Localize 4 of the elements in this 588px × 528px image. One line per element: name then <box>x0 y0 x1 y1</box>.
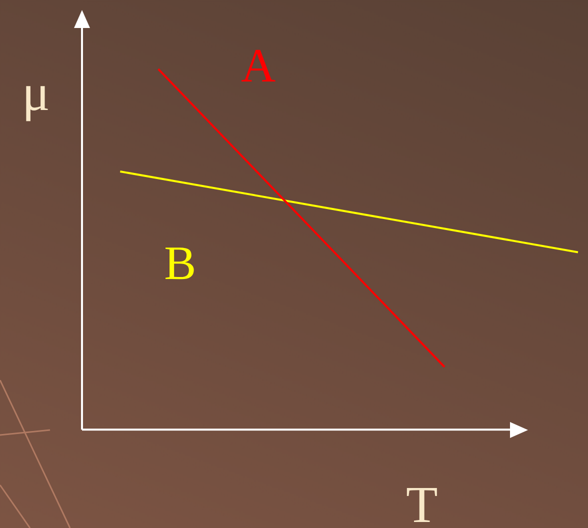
series-label: B <box>164 237 196 290</box>
series-label: A <box>240 40 276 93</box>
y-axis-title: μ <box>22 65 50 122</box>
x-axis-title: T <box>406 477 438 528</box>
